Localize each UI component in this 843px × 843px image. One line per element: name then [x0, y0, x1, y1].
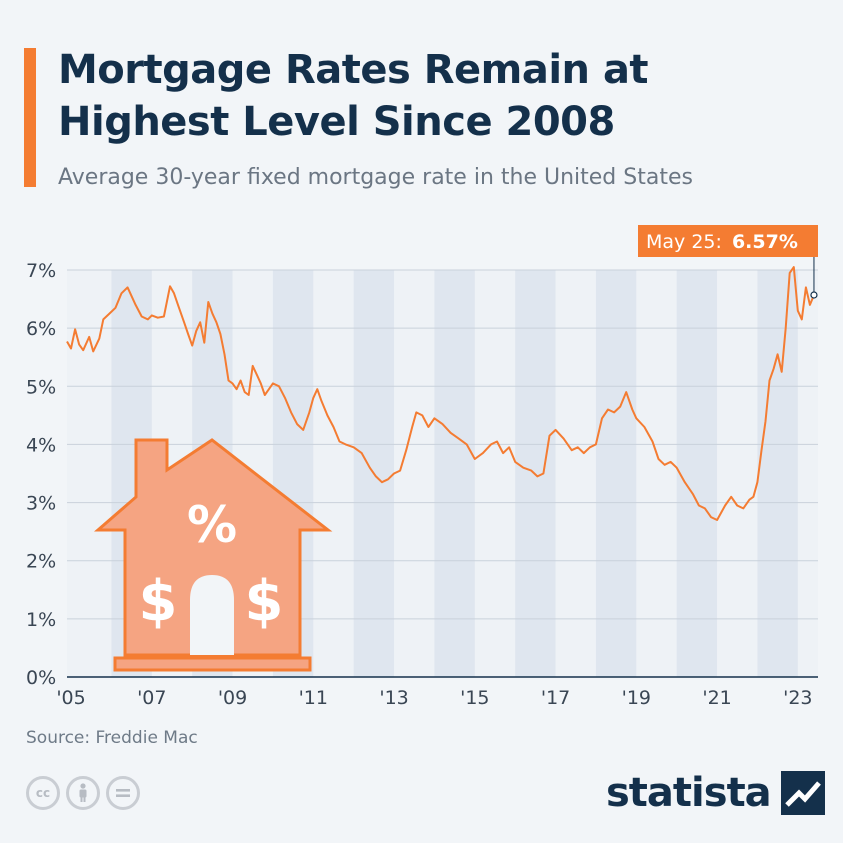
attribution-icon[interactable]: [66, 776, 100, 810]
y-tick-label: 7%: [26, 260, 56, 282]
x-tick-label: '11: [299, 687, 328, 709]
year-band: [676, 270, 718, 677]
svg-text:%: %: [187, 496, 237, 554]
callout-box: [638, 225, 818, 257]
y-tick-label: 2%: [26, 551, 56, 573]
svg-text:May 25: 6.57%: May 25: 6.57%: [646, 231, 798, 253]
latest-value-callout: May 25: 6.57%: [638, 225, 818, 299]
brand-logo-icon: [780, 771, 825, 815]
year-band: [595, 270, 637, 677]
chart-subtitle: Average 30-year fixed mortgage rate in t…: [58, 165, 693, 190]
x-tick-label: '13: [379, 687, 408, 709]
svg-text:$: $: [139, 569, 178, 634]
callout-value: 6.57%: [732, 231, 798, 253]
x-tick-label: '19: [622, 687, 651, 709]
x-tick-label: '23: [783, 687, 812, 709]
house-illustration-icon: % $ $: [93, 438, 333, 672]
y-tick-label: 5%: [26, 376, 56, 398]
year-band: [757, 270, 798, 677]
title-accent-bar: [24, 48, 36, 187]
svg-text:$: $: [245, 569, 284, 634]
x-tick-label: '09: [218, 687, 247, 709]
callout-date: May 25:: [646, 231, 722, 253]
chart-title: Mortgage Rates Remain at Highest Level S…: [58, 47, 649, 145]
y-tick-label: 4%: [26, 434, 56, 456]
brand[interactable]: statista: [606, 770, 825, 816]
brand-wordmark: statista: [606, 770, 772, 816]
x-tick-label: '15: [460, 687, 489, 709]
license-icons: cc: [26, 776, 140, 810]
no-derivatives-icon[interactable]: [106, 776, 140, 810]
year-band: [434, 270, 475, 677]
x-tick-label: '07: [137, 687, 166, 709]
y-tick-label: 3%: [26, 493, 56, 515]
grid-lines: [67, 269, 818, 678]
y-axis-ticks: 0% 1% 2% 3% 4% 5% 6% 7%: [26, 260, 56, 689]
series-line-mortgage-rate: [66, 266, 815, 521]
source-note: Source: Freddie Mac: [26, 728, 198, 748]
latest-point-marker: [810, 291, 818, 299]
y-tick-label: 1%: [26, 609, 56, 631]
y-tick-label: 6%: [26, 318, 56, 340]
cc-icon[interactable]: cc: [26, 776, 60, 810]
x-axis-ticks: '05 '07 '09 '11 '13 '15 '17 '19 '21 '23: [56, 687, 812, 709]
x-tick-label: '17: [541, 687, 570, 709]
y-tick-label: 0%: [26, 667, 56, 689]
x-tick-label: '21: [702, 687, 731, 709]
x-tick-label: '05: [56, 687, 85, 709]
